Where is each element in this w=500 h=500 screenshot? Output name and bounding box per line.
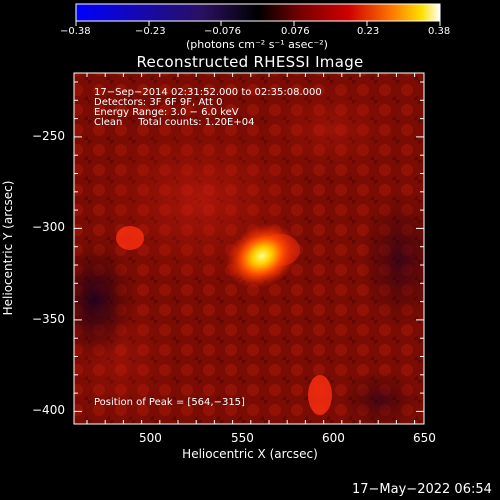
y-tick-label: −350	[32, 312, 65, 326]
y-axis-label: Heliocentric Y (arcsec)	[1, 180, 15, 316]
colorbar-tick-label: −0.23	[135, 26, 166, 37]
colorbar-tick-label: −0.38	[60, 26, 91, 37]
colorbar	[75, 3, 441, 26]
x-tick-label: 500	[139, 431, 162, 445]
y-tick-label: −300	[32, 220, 65, 234]
peak-position: Position of Peak = [564,−315]	[94, 397, 245, 408]
observation-info: 17−Sep−2014 02:31:52.000 to 02:35:08.000…	[94, 88, 322, 128]
y-tick-label: −400	[32, 403, 65, 417]
colorbar-tick-label: 0.076	[281, 26, 310, 37]
info-energy-range: Energy Range: 3.0 − 6.0 keV	[94, 107, 239, 118]
colorbar-gradient	[75, 3, 441, 22]
x-tick-label: 550	[231, 431, 254, 445]
axis-ticks	[74, 73, 424, 424]
colorbar-tick-label: 0.38	[428, 26, 451, 37]
colorbar-tick-label: −0.076	[204, 26, 242, 37]
image-raster	[74, 73, 424, 424]
footer-timestamp: 17−May−2022 06:54	[352, 482, 492, 497]
info-total-counts: Clean Total counts: 1.20E+04	[94, 117, 255, 128]
x-tick-label: 600	[322, 431, 345, 445]
info-time-range: 17−Sep−2014 02:31:52.000 to 02:35:08.000	[94, 87, 322, 98]
info-detectors: Detectors: 3F 6F 9F, Att 0	[94, 97, 223, 108]
y-tick-label: −250	[32, 129, 65, 143]
colorbar-tick-label: 0.23	[357, 26, 380, 37]
plot-frame	[73, 72, 425, 425]
colorbar-units: (photons cm⁻² s⁻¹ asec⁻²)	[186, 38, 328, 51]
x-tick-label: 650	[413, 431, 436, 445]
colorbar-ticks	[75, 21, 441, 26]
plot-title: Reconstructed RHESSI Image	[136, 53, 364, 71]
x-axis-label: Heliocentric X (arcsec)	[182, 447, 318, 461]
